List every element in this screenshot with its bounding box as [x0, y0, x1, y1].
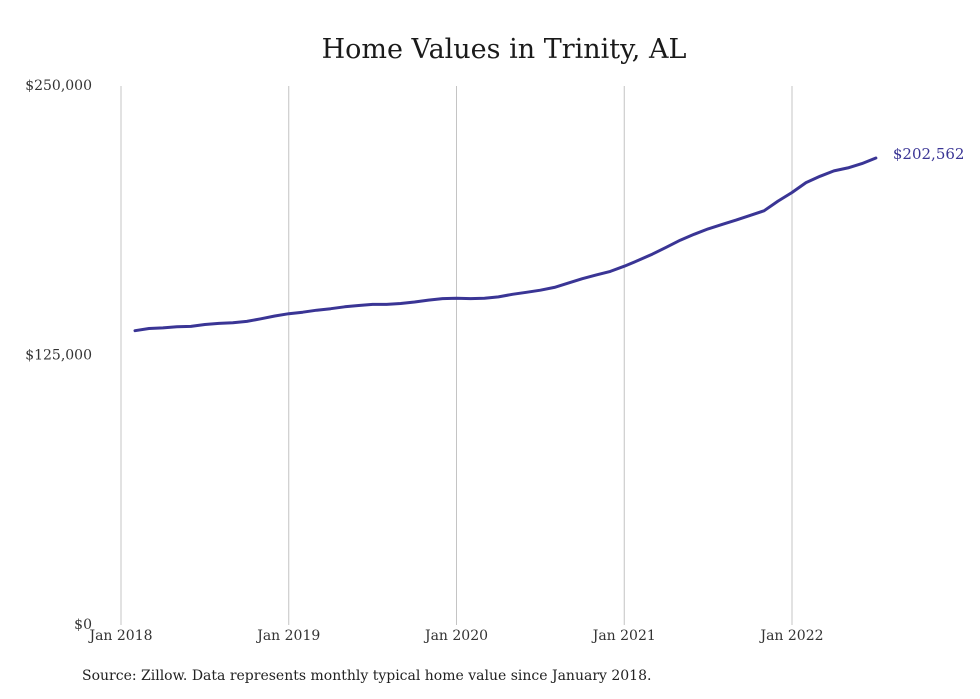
source-note: Source: Zillow. Data represents monthly …: [82, 668, 652, 684]
end-value-label: $202,562: [893, 145, 965, 163]
x-tick-label-2: Jan 2020: [423, 628, 488, 644]
y-tick-label-0: $0: [74, 617, 92, 633]
series-layer: $202,562: [133, 145, 965, 333]
y-axis: $0 $125,000 $250,000: [25, 78, 92, 633]
x-tick-label-3: Jan 2021: [591, 628, 656, 644]
y-tick-label-2: $250,000: [25, 78, 92, 94]
y-tick-label-1: $125,000: [25, 348, 92, 364]
series-line-0: [133, 156, 878, 333]
chart-title: Home Values in Trinity, AL: [322, 34, 687, 65]
x-tick-label-1: Jan 2019: [255, 628, 320, 644]
grid-lines: [120, 86, 793, 625]
x-tick-label-4: Jan 2022: [758, 628, 823, 644]
x-tick-label-0: Jan 2018: [87, 628, 152, 644]
x-axis: Jan 2018 Jan 2019 Jan 2020 Jan 2021 Jan 2022: [87, 628, 823, 644]
